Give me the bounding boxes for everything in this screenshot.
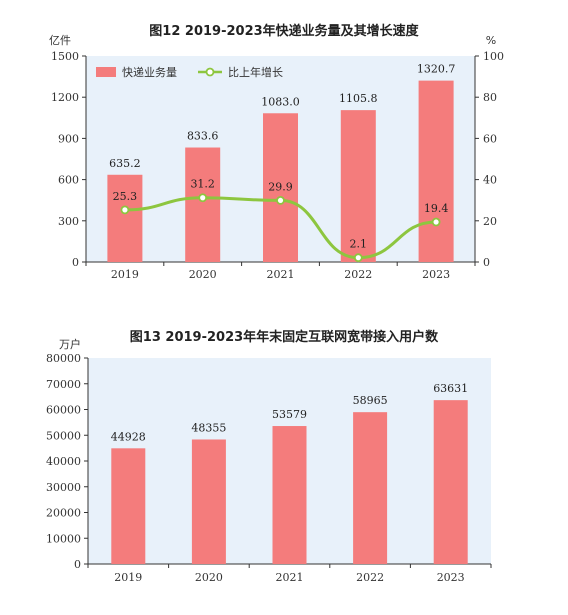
growth-rate-label: 29.9 [268,180,293,193]
y-tick-label-right: 100 [483,50,504,63]
x-tick-label: 2020 [189,268,217,281]
growth-rate-point [431,217,441,227]
y-tick-label: 50000 [46,429,81,442]
y-tick-label: 20000 [46,507,81,520]
growth-rate-label: 31.2 [190,178,215,191]
bar-value-label: 58965 [353,394,388,407]
bar-value-label: 635.2 [109,157,141,170]
bar-value-label: 63631 [433,382,468,395]
growth-rate-point [198,193,208,203]
x-tick-label: 2023 [422,268,450,281]
growth-rate-line [124,196,437,260]
chart-title: 图12 2019-2023年快递业务量及其增长速度 [149,24,419,39]
bar-value-label: 44928 [111,430,146,443]
y-tick-label-right: 80 [483,91,497,104]
y-tick-label: 10000 [46,532,81,545]
growth-rate-point [276,196,285,205]
legend-label-line: 比上年增长 [228,65,283,79]
chart-broadband-users: 图13 2019-2023年年末固定互联网宽带接入用户数 万户 0 10000 200… [0,318,568,615]
y-tick-label: 40000 [46,455,81,468]
y-tick-label-right: 0 [483,256,490,269]
x-tick-label: 2019 [111,268,139,281]
bar-broadband-users [191,439,226,564]
bar-express-volume [418,80,454,262]
y-tick-label-right: 20 [483,215,497,228]
bar-broadband-users [111,448,146,564]
chart-title: 图13 2019-2023年年末固定互联网宽带接入用户数 [129,330,439,345]
bar-express-volume [185,147,221,262]
y-tick-label-left: 0 [72,256,79,269]
growth-rate-label: 25.3 [113,190,138,203]
y-tick-label: 30000 [46,481,81,494]
y-tick-label-right: 40 [483,174,497,187]
y-tick-label-left: 900 [58,132,79,145]
y-tick-label: 70000 [46,378,81,391]
bar-express-volume [263,113,298,262]
x-tick-label: 2021 [276,571,304,584]
bar-broadband-users [353,412,388,564]
bar-express-volume [340,110,376,262]
bar-value-label: 48355 [191,421,226,434]
x-tick-label: 2021 [267,268,295,281]
bar-value-label: 1105.8 [339,92,378,105]
growth-rate-point [120,205,130,215]
x-tick-label: 2022 [356,571,384,584]
y-tick-label-left: 600 [58,174,79,187]
bar-broadband-users [272,426,307,564]
y-tick-label-right: 60 [483,132,497,145]
y-tick-label-left: 1500 [51,50,79,63]
x-tick-label: 2020 [195,571,223,584]
y-axis-right-unit: % [486,34,496,47]
bar-broadband-users [433,400,468,564]
chart-express-delivery-svg: 亿件 % 0 300 600 900 1200 1500 0 20 40 60 80 100 2019 202… [49,34,504,281]
y-tick-label: 0 [74,558,81,571]
bar-value-label: 53579 [272,408,307,421]
y-tick-label-left: 300 [58,215,79,228]
x-tick-label: 2023 [437,571,465,584]
growth-rate-label: 19.4 [424,202,449,215]
bar-value-label: 833.6 [187,130,219,143]
growth-rate-point [353,253,363,263]
y-axis-unit: 万户 [59,337,81,351]
x-tick-label: 2022 [344,268,372,281]
bar-value-label: 1083.0 [261,95,300,108]
y-axis-left-unit: 亿件 [49,34,71,47]
bar-express-volume [107,174,143,262]
y-tick-label-left: 1200 [51,91,79,104]
legend-swatch-marker [205,67,215,77]
chart-express-delivery: 图12 2019-2023年快递业务量及其增长速度 亿件% 0 300 600 900 1… [0,0,568,300]
growth-rate-label: 2.1 [350,238,368,251]
x-tick-label: 2019 [114,571,142,584]
bar-value-label: 1320.7 [417,63,456,76]
legend-label-bar: 快递业务量 [122,65,177,79]
y-tick-label: 60000 [46,404,81,417]
y-tick-label: 80000 [46,352,81,365]
chart-broadband-users-svg: 万户 0 10000 20000 30000 40000 50000 60000 70000 80… [46,337,492,584]
legend-swatch-bar [96,67,116,77]
